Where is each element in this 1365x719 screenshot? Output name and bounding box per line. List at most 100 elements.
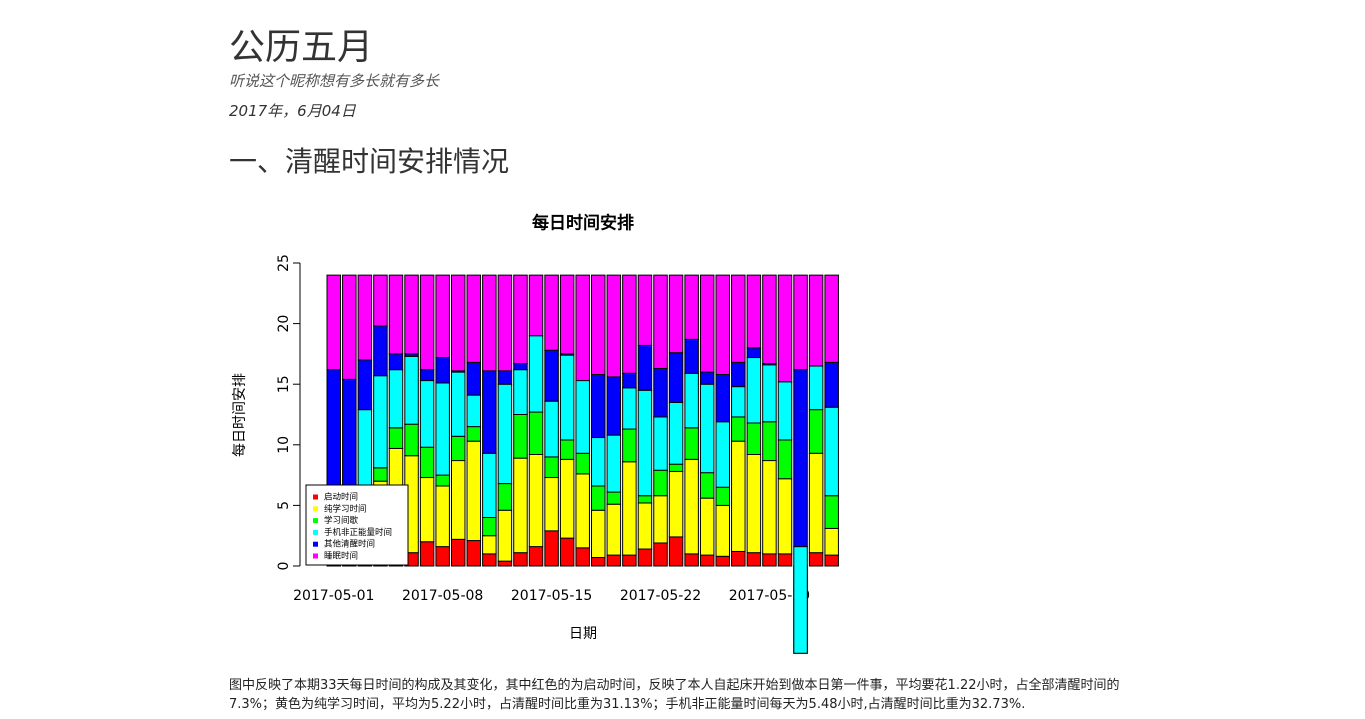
bar-segment <box>482 370 497 454</box>
bar-segment <box>684 458 699 555</box>
bar-segment <box>419 446 435 479</box>
bar-segment <box>482 553 497 567</box>
bar-segment <box>824 527 839 556</box>
bar-segment <box>606 491 622 505</box>
bar-segment <box>715 374 730 423</box>
bar-segment <box>591 374 606 439</box>
y-tick-label: 5 <box>276 501 292 510</box>
bar-segment <box>466 540 482 567</box>
bar-segment <box>466 426 482 442</box>
legend-label: 纯学习时间 <box>324 503 367 514</box>
bar-segment <box>513 414 528 459</box>
bar-segment <box>544 456 559 479</box>
bar-segment <box>824 495 839 529</box>
bar-segment <box>699 371 715 385</box>
legend-label: 学习间歇 <box>324 515 359 526</box>
bar-segment <box>731 416 746 442</box>
bar-segment <box>808 552 824 567</box>
bar-segment <box>404 423 419 457</box>
bar-segment <box>731 550 746 567</box>
bar-segment <box>419 380 435 448</box>
bar-segment <box>575 380 590 454</box>
legend-swatch <box>313 541 318 547</box>
bar-segment <box>684 338 699 374</box>
bar-segment <box>528 274 544 337</box>
bar-segment <box>746 552 762 567</box>
bar-segment <box>419 369 435 382</box>
bar-segment <box>528 453 544 548</box>
bar-segment <box>497 370 513 385</box>
bar-segment <box>746 274 762 349</box>
bar-segment <box>404 274 419 355</box>
bar-segment <box>373 375 388 469</box>
bar-segment <box>668 536 684 567</box>
bar-segment <box>668 463 684 472</box>
bar-segment <box>668 401 684 465</box>
bar-segment <box>466 440 482 542</box>
bar-segment <box>715 486 730 506</box>
y-tick-label: 20 <box>276 315 292 333</box>
bar-segment <box>404 355 419 425</box>
bar-segment <box>435 382 450 476</box>
bar-segment <box>575 452 590 475</box>
bar-segment <box>824 406 839 497</box>
bar-segment <box>731 274 746 363</box>
legend-label: 启动时间 <box>324 492 358 503</box>
bar-segment <box>559 458 575 539</box>
bar-segment <box>419 477 435 543</box>
bar-segment <box>606 376 622 436</box>
bar-segment <box>544 349 559 402</box>
bar-segment <box>482 517 497 537</box>
bar-segment <box>637 548 653 567</box>
bar-segment <box>808 274 824 367</box>
legend-box <box>305 484 409 566</box>
bar-segment <box>388 274 404 355</box>
bar-segment <box>715 504 730 557</box>
bar-segment <box>777 439 793 480</box>
bar-segment <box>622 461 637 556</box>
bar-segment <box>808 365 824 411</box>
y-tick-label: 10 <box>276 436 292 454</box>
legend-swatch <box>313 529 318 535</box>
legend-label: 手机非正能量时间 <box>324 527 392 538</box>
bar-segment <box>637 344 653 391</box>
bar-segment <box>606 554 622 567</box>
bar-segment <box>575 547 590 567</box>
bar-segment <box>762 553 777 567</box>
bar-segment <box>668 352 684 403</box>
x-tick-label: 2017-05-15 <box>511 588 592 604</box>
bar-segment <box>450 371 466 437</box>
bar-segment <box>715 555 730 567</box>
bar-segment <box>591 274 606 376</box>
bar-segment <box>513 552 528 567</box>
bar-segment <box>388 353 404 371</box>
bar-segment <box>622 274 637 374</box>
bar-segment <box>544 530 559 567</box>
bar-segment <box>559 354 575 441</box>
bar-segment <box>699 472 715 499</box>
bar-segment <box>653 542 668 567</box>
bar-segment <box>606 274 622 378</box>
bar-segment <box>622 554 637 567</box>
author: 听说这个昵称想有多长就有多长 <box>229 72 440 90</box>
bar-segment <box>824 274 839 363</box>
bar-segment <box>435 485 450 548</box>
bar-segment <box>450 274 466 372</box>
bar-segment <box>559 537 575 567</box>
bar-segment <box>497 483 513 511</box>
bar-segment <box>342 274 357 380</box>
bar-segment <box>731 386 746 418</box>
bar-segment <box>513 457 528 554</box>
bar-segment <box>591 557 606 567</box>
y-tick-label: 0 <box>276 562 292 571</box>
bar-segment <box>388 369 404 429</box>
bar-segment <box>653 469 668 497</box>
bar-segment <box>622 387 637 430</box>
x-tick-label: 2017-05-01 <box>293 588 374 604</box>
bar-segment <box>731 440 746 552</box>
bar-segment <box>653 495 668 544</box>
bar-segment <box>435 357 450 384</box>
bar-segment <box>435 274 450 359</box>
bar-segment <box>699 497 715 556</box>
